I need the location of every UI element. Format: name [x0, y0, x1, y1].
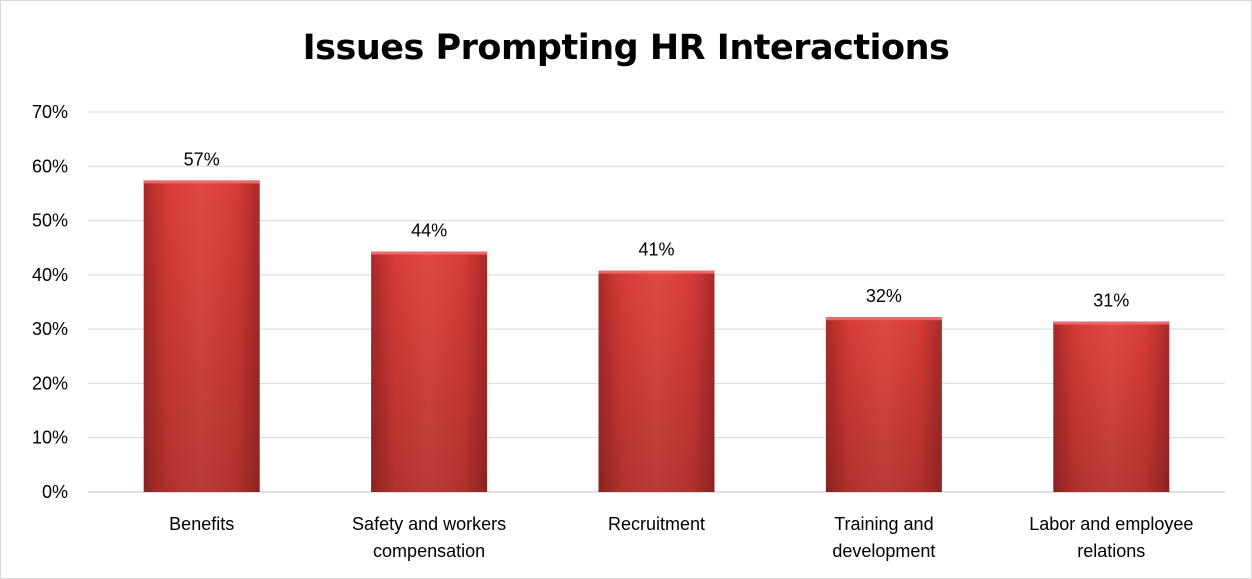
bar — [598, 270, 715, 492]
y-axis-tick-labels: 0% 10% 20% 30% 40% 50% 60% 70% — [32, 102, 68, 502]
bar — [1053, 321, 1170, 492]
x-category-label: Recruitment — [608, 514, 705, 534]
data-label: 57% — [184, 149, 220, 169]
y-tick-label: 40% — [32, 265, 68, 285]
y-tick-label: 70% — [32, 102, 68, 122]
y-tick-label: 30% — [32, 319, 68, 339]
bar-shade — [143, 180, 260, 492]
bar-top-highlight — [825, 317, 942, 321]
data-label: 31% — [1093, 291, 1129, 311]
x-category-label: compensation — [373, 541, 485, 561]
x-category-label: relations — [1077, 541, 1145, 561]
x-category-label: development — [832, 541, 935, 561]
data-labels: 57% 44% 41% 32% 31% — [184, 149, 1130, 310]
x-category-label: Benefits — [169, 514, 234, 534]
y-tick-label: 50% — [32, 211, 68, 231]
data-label: 32% — [866, 286, 902, 306]
bar-top-highlight — [1053, 321, 1170, 325]
bar-shade — [371, 251, 488, 492]
y-tick-label: 10% — [32, 428, 68, 448]
bar-shade — [1053, 321, 1170, 492]
x-category-label: Labor and employee — [1029, 514, 1193, 534]
x-category-label: Safety and workers — [352, 514, 506, 534]
bar-shade — [825, 317, 942, 492]
chart-title: Issues Prompting HR Interactions — [302, 28, 950, 68]
bar-top-highlight — [371, 251, 488, 255]
bar — [143, 180, 260, 492]
bar-top-highlight — [598, 270, 715, 274]
bar-top-highlight — [143, 180, 260, 184]
x-axis-category-labels: Benefits Safety and workers compensation Re… — [169, 514, 1193, 561]
bar — [825, 317, 942, 492]
x-category-label: Training and — [834, 514, 933, 534]
y-tick-label: 0% — [42, 482, 68, 502]
bar — [371, 251, 488, 492]
bar-shade — [598, 270, 715, 492]
data-label: 44% — [411, 221, 447, 241]
y-tick-label: 60% — [32, 156, 68, 176]
y-tick-label: 20% — [32, 373, 68, 393]
bars — [143, 180, 1170, 492]
data-label: 41% — [638, 240, 674, 260]
